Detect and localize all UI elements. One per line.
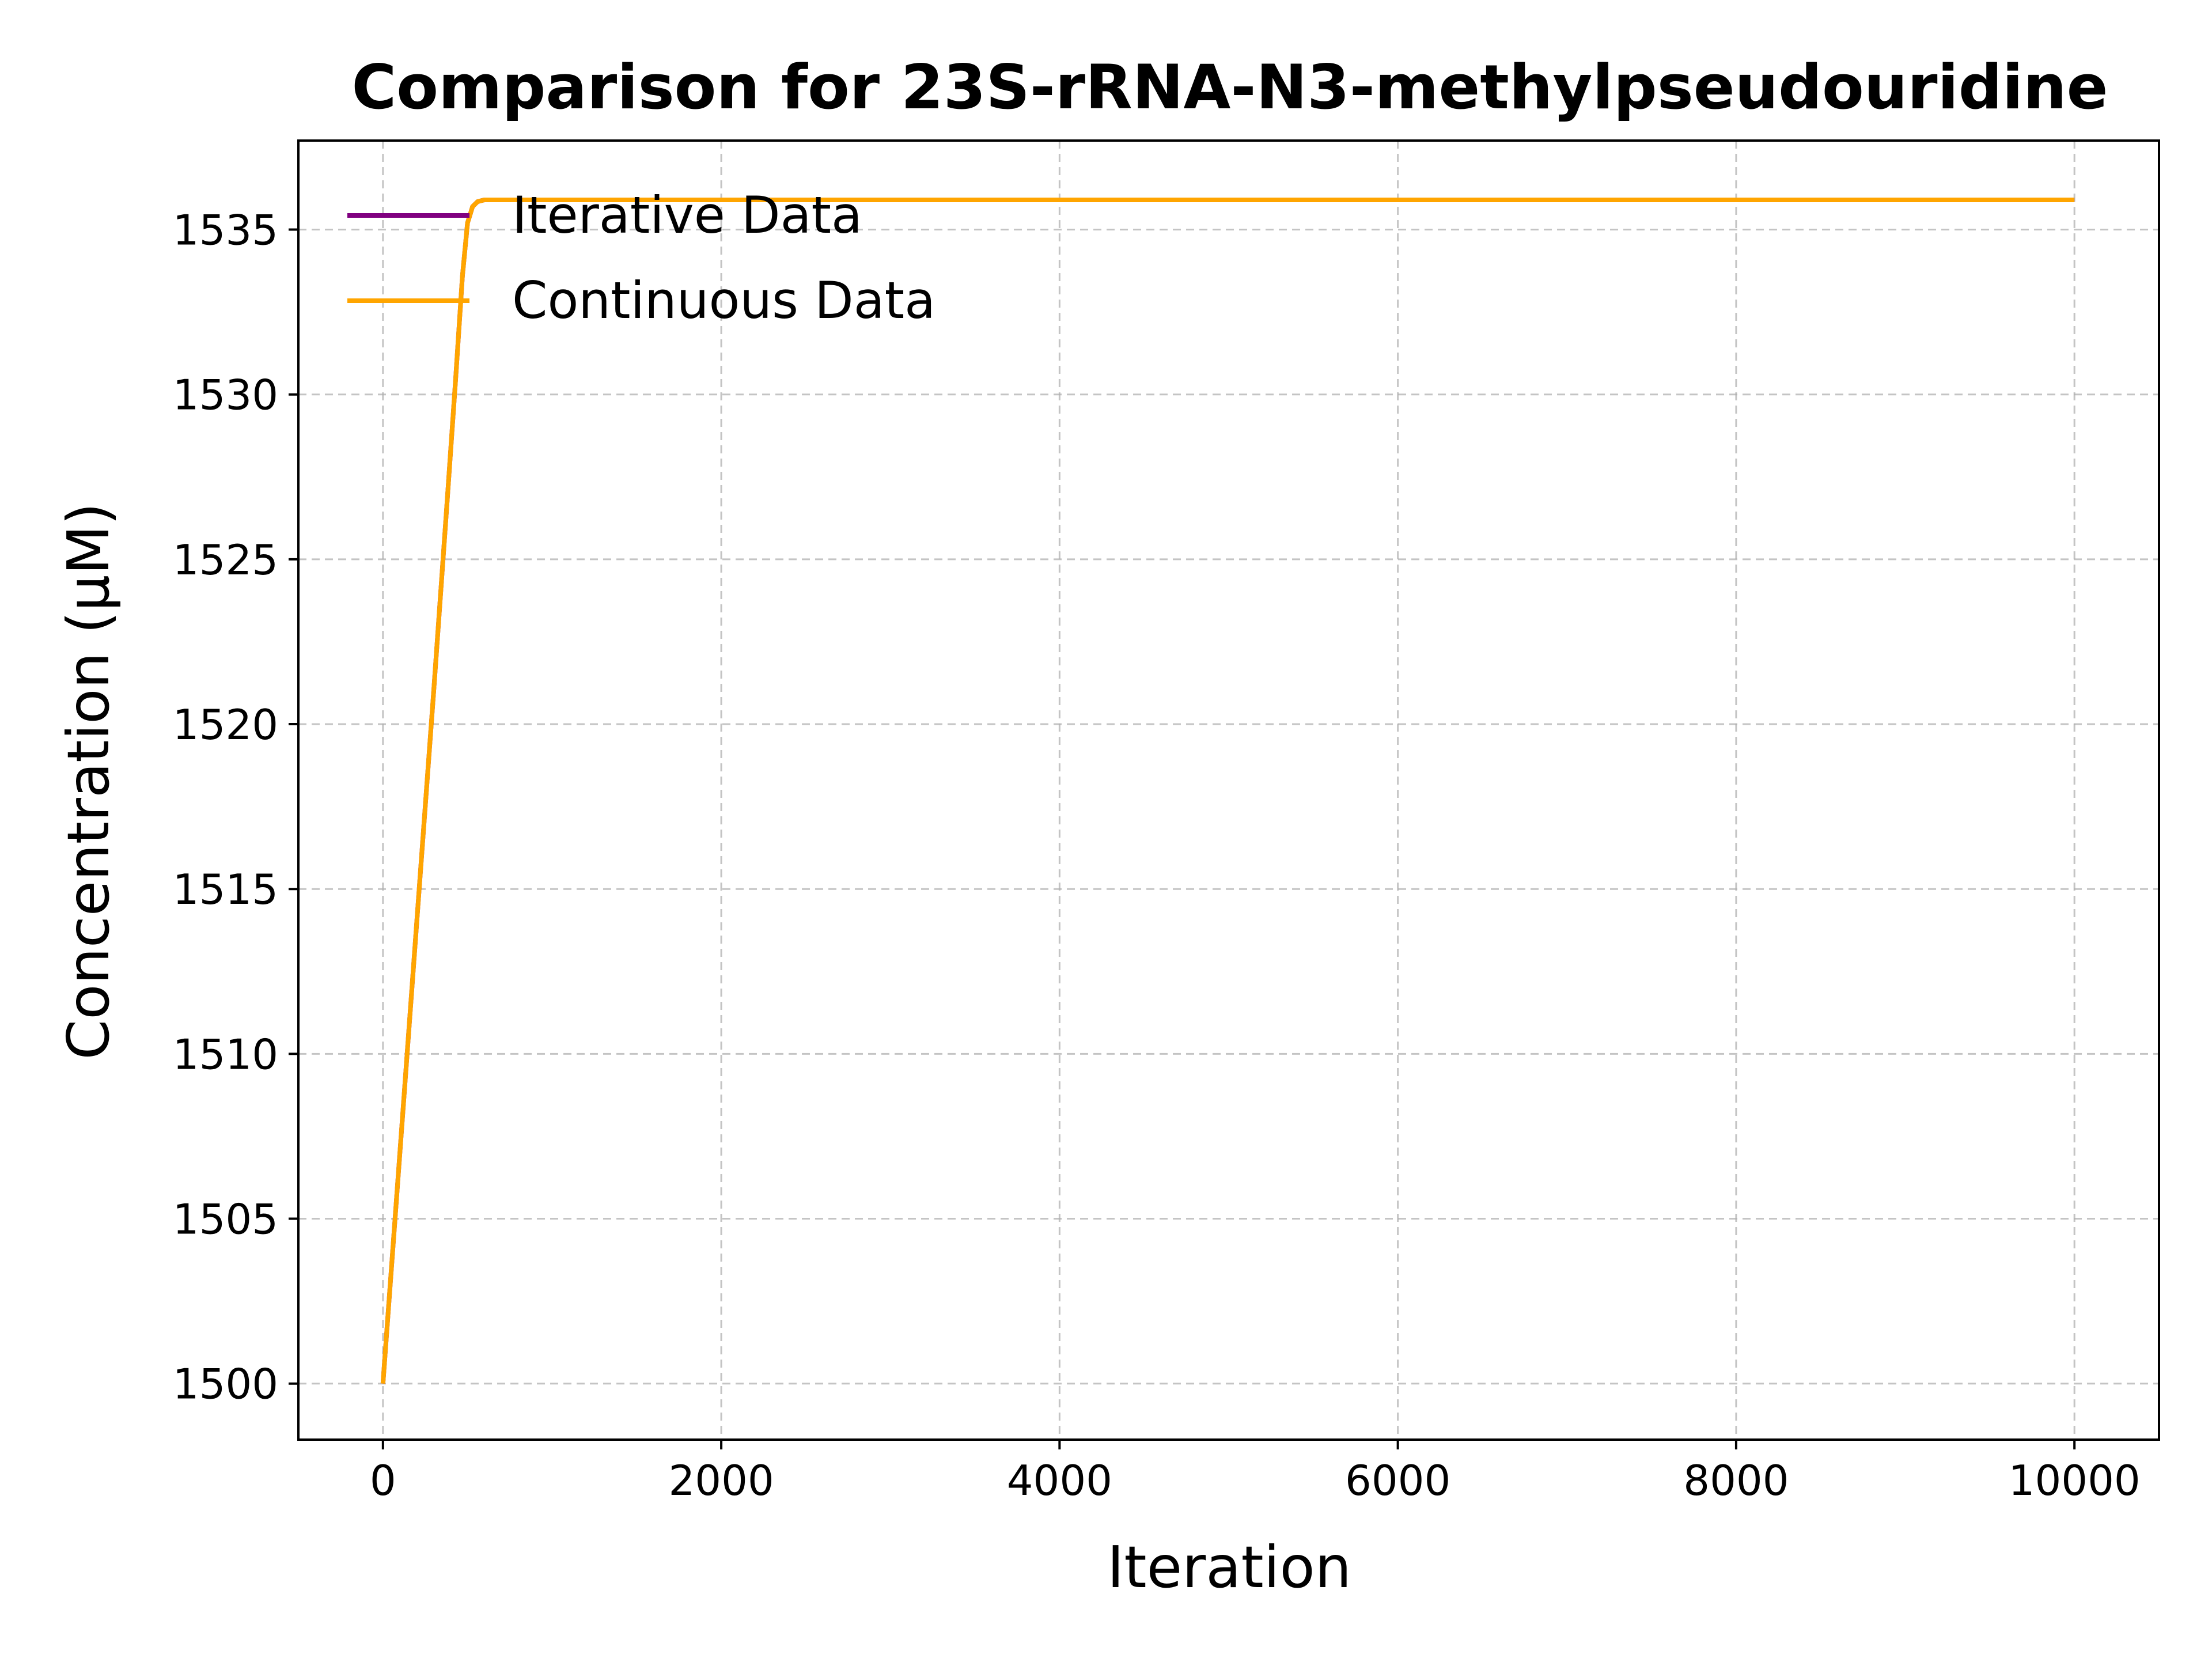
legend-label-iterative-data: Iterative Data: [512, 185, 862, 245]
x-tick-label: 4000: [1007, 1456, 1112, 1505]
y-tick-label: 1515: [173, 865, 278, 914]
y-tick-label: 1530: [173, 371, 278, 419]
x-tick-label: 0: [370, 1456, 396, 1505]
plot-area-frame: [297, 139, 2160, 1441]
x-axis-label: Iteration: [1107, 1534, 1351, 1601]
y-tick-label: 1500: [173, 1360, 278, 1409]
x-tick-label: 10000: [2009, 1456, 2141, 1505]
grid-lines: [298, 141, 2159, 1440]
y-axis-label: Concentration (μM): [55, 502, 122, 1059]
series-line-continuous-data: [380, 198, 2075, 1384]
x-tick-label: 6000: [1345, 1456, 1450, 1505]
y-tick-label: 1525: [173, 536, 278, 584]
y-tick-label: 1520: [173, 701, 278, 749]
chart-title: Comparison for 23S-rRNA-N3-methylpseudou…: [351, 52, 2108, 123]
x-tick-label: 8000: [1683, 1456, 1789, 1505]
series-lines: [380, 198, 2075, 1384]
y-tick-label: 1505: [173, 1195, 278, 1244]
y-axis-ticks: 1500 1505 1510 1515 1520 1525 1530 1535: [173, 206, 298, 1409]
x-axis-ticks: 0 2000 4000 6000 8000 10000: [370, 1440, 2141, 1505]
legend-label-continuous-data: Continuous Data: [512, 271, 935, 330]
x-tick-label: 2000: [668, 1456, 774, 1505]
legend: Iterative Data Continuous Data: [347, 185, 935, 330]
y-tick-label: 1510: [173, 1030, 278, 1078]
y-tick-label: 1535: [173, 206, 278, 255]
